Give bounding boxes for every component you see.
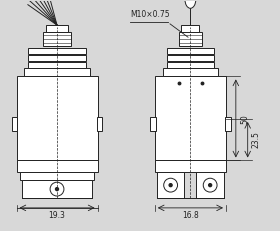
Ellipse shape	[185, 0, 196, 8]
Bar	[97, 117, 102, 131]
Bar	[155, 161, 226, 172]
Bar	[181, 25, 199, 32]
Bar	[163, 68, 218, 76]
Bar	[28, 55, 86, 61]
Bar	[150, 117, 156, 131]
Bar	[167, 62, 214, 68]
Bar	[225, 117, 231, 131]
Circle shape	[55, 188, 59, 191]
Text: 16.8: 16.8	[182, 211, 199, 220]
Text: M10×0.75: M10×0.75	[130, 10, 170, 19]
Bar	[11, 117, 17, 131]
Circle shape	[209, 184, 212, 187]
Bar	[22, 180, 92, 198]
Bar	[196, 172, 224, 198]
Bar	[20, 172, 94, 180]
Bar	[155, 76, 226, 161]
Bar	[179, 32, 202, 46]
Text: 23.5: 23.5	[252, 131, 261, 148]
Bar	[17, 76, 97, 161]
Bar	[24, 68, 90, 76]
Bar	[167, 48, 214, 54]
Bar	[167, 55, 214, 61]
Bar	[157, 172, 185, 198]
Text: 50: 50	[241, 114, 250, 124]
Text: 19.3: 19.3	[48, 211, 66, 220]
Bar	[17, 161, 97, 172]
Circle shape	[169, 184, 172, 187]
Bar	[28, 48, 86, 54]
Bar	[28, 62, 86, 68]
Bar	[46, 25, 68, 32]
Bar	[43, 32, 71, 46]
